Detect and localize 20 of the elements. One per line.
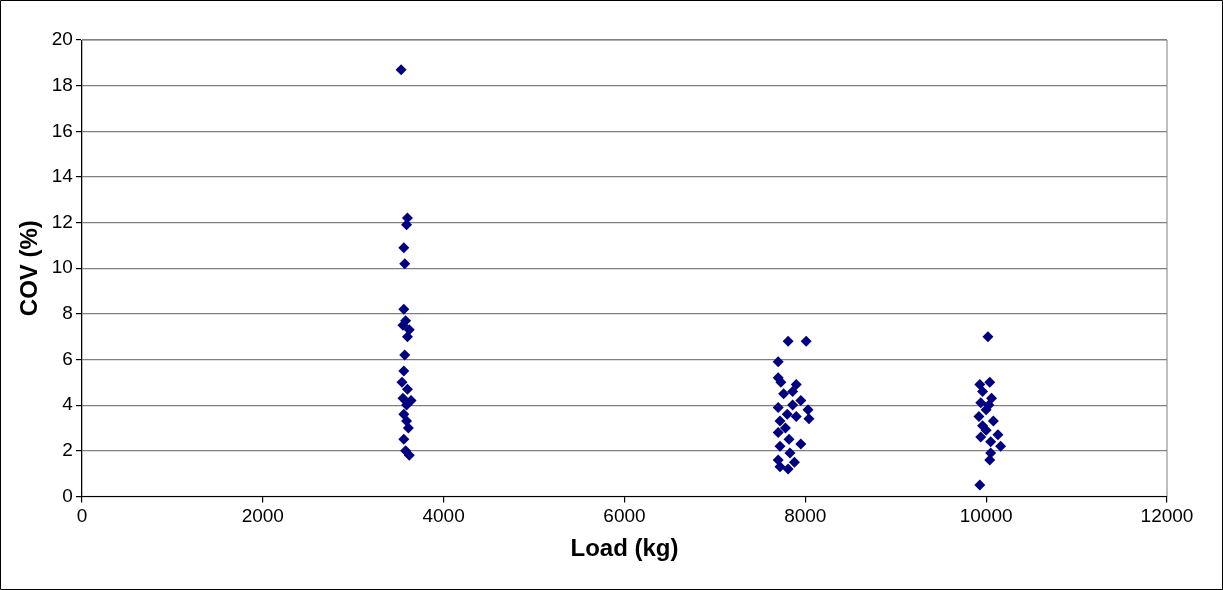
- y-tick-label: 14: [51, 165, 74, 187]
- y-tick-label: 0: [62, 484, 73, 506]
- y-axis-title: COV (%): [15, 220, 43, 317]
- y-tick-label: 10: [51, 256, 73, 278]
- x-tick-label: 0: [76, 505, 88, 527]
- x-tick-label: 8000: [784, 505, 827, 527]
- y-tick-label: 12: [51, 210, 73, 232]
- y-tick-label: 8: [62, 302, 73, 324]
- y-tick-label: 4: [62, 393, 74, 415]
- x-tick-label: 10000: [959, 505, 1013, 527]
- y-tick-label: 20: [51, 28, 73, 50]
- y-tick-label: 18: [51, 73, 73, 95]
- y-tick-label: 2: [62, 438, 73, 460]
- y-tick-label: 6: [62, 347, 73, 369]
- x-tick-label: 6000: [603, 505, 646, 527]
- x-tick-label: 12000: [1140, 505, 1194, 527]
- x-tick-label: 2000: [241, 505, 284, 527]
- x-axis-title: Load (kg): [570, 534, 679, 562]
- x-tick-label: 4000: [422, 505, 465, 527]
- y-tick-label: 16: [51, 119, 73, 141]
